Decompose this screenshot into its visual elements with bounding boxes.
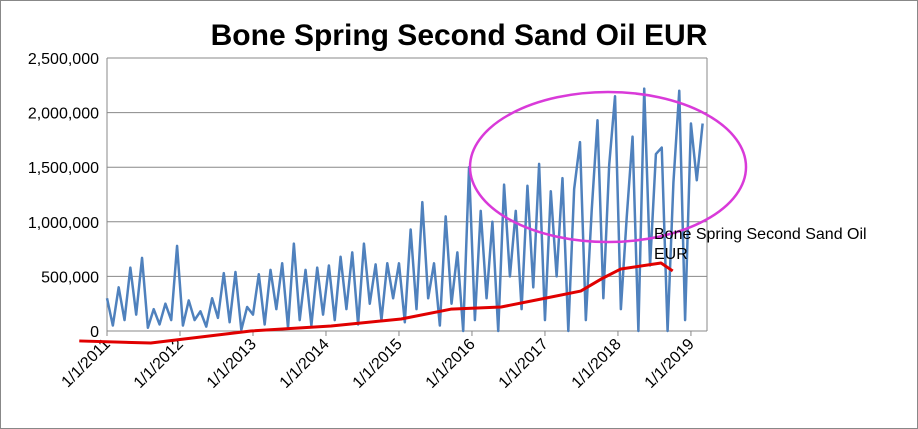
x-tick-label: 1/1/2011: [59, 336, 114, 391]
x-tick-label: 1/1/2014: [277, 336, 333, 392]
x-tick-label: 1/1/2019: [642, 336, 698, 392]
legend-entry: Bone Spring Second Sand Oil EUR: [654, 226, 867, 263]
series-line: [105, 87, 704, 333]
x-tick-label: 1/1/2016: [423, 336, 479, 392]
y-tick-label: 500,000: [41, 269, 99, 286]
highlight-ellipse: [468, 90, 748, 244]
x-tick-label: 1/1/2017: [496, 336, 552, 392]
x-tick-label: 1/1/2018: [569, 336, 625, 392]
series-line: [79, 261, 674, 345]
y-tick-label: 2,000,000: [28, 106, 99, 123]
x-tick-label: 1/1/2015: [350, 336, 406, 392]
y-tick-label: 0: [90, 324, 99, 341]
y-tick-label: 1,000,000: [28, 215, 99, 232]
x-tick-label: 1/1/2013: [204, 336, 260, 392]
y-tick-label: 2,500,000: [28, 51, 99, 68]
chart-title: Bone Spring Second Sand Oil EUR: [211, 19, 708, 52]
y-tick-label: 1,500,000: [28, 160, 99, 177]
